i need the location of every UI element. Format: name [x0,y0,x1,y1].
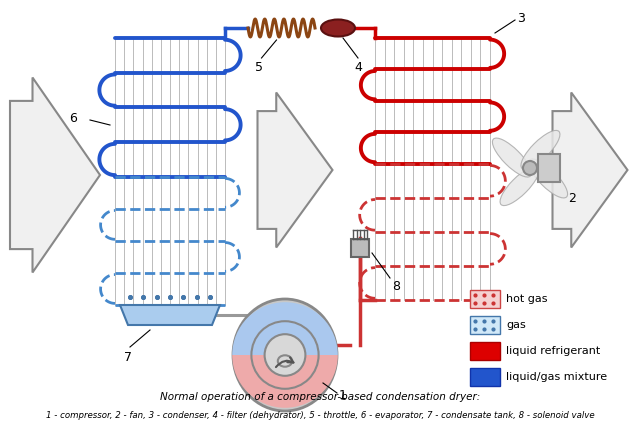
Text: 1 - compressor, 2 - fan, 3 - condenser, 4 - filter (dehydrator), 5 - throttle, 6: 1 - compressor, 2 - fan, 3 - condenser, … [45,411,595,420]
Text: Normal operation of a compressor-based condensation dryer:: Normal operation of a compressor-based c… [160,392,480,402]
Ellipse shape [492,138,531,177]
Ellipse shape [500,166,539,206]
Text: liquid/gas mixture: liquid/gas mixture [506,372,607,382]
Text: hot gas: hot gas [506,294,547,304]
Wedge shape [232,302,338,355]
Ellipse shape [521,131,560,170]
Text: gas: gas [506,320,525,330]
Ellipse shape [264,334,305,376]
Polygon shape [120,305,220,325]
Text: 1: 1 [339,388,347,401]
Text: 3: 3 [517,12,525,24]
Bar [351,239,369,257]
Text: 5: 5 [255,61,264,74]
Text: 2: 2 [568,191,576,205]
Polygon shape [257,92,333,247]
Polygon shape [552,92,627,247]
Ellipse shape [523,161,537,175]
Ellipse shape [233,299,337,411]
Ellipse shape [321,20,355,36]
Text: 7: 7 [124,351,132,364]
Bar [470,316,500,334]
Bar [538,154,560,182]
Bar [470,342,500,360]
Wedge shape [232,355,338,408]
Bar [470,290,500,308]
Text: 6: 6 [69,111,77,124]
Bar [470,368,500,386]
Text: 8: 8 [392,280,400,293]
Ellipse shape [529,159,568,198]
Text: 4: 4 [354,61,362,74]
Polygon shape [10,78,100,273]
Text: liquid refrigerant: liquid refrigerant [506,346,600,356]
